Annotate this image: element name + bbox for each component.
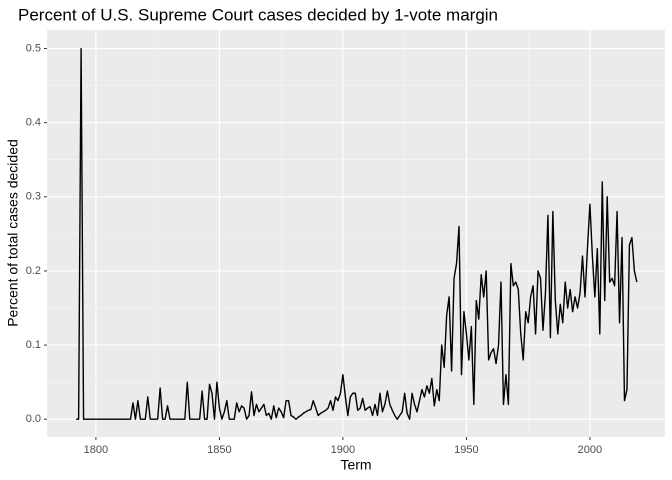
y-tick-label: 0.4 — [26, 117, 41, 129]
y-tick-label: 0.3 — [26, 191, 41, 203]
x-tick-label: 1950 — [454, 444, 478, 456]
chart-title: Percent of U.S. Supreme Court cases deci… — [18, 5, 498, 24]
x-tick-label: 1900 — [331, 444, 355, 456]
y-tick-label: 0.1 — [26, 339, 41, 351]
y-axis-label: Percent of total cases decided — [5, 139, 21, 327]
x-tick-label: 1850 — [207, 444, 231, 456]
y-tick-label: 0.2 — [26, 265, 41, 277]
plot-panel — [47, 30, 665, 437]
x-tick-label: 2000 — [578, 444, 602, 456]
x-axis-label: Term — [340, 457, 371, 473]
x-tick-label: 1800 — [84, 444, 108, 456]
data-line — [76, 47, 638, 420]
y-tick-label: 0.5 — [26, 42, 41, 54]
y-tick-label: 0.0 — [26, 413, 41, 425]
